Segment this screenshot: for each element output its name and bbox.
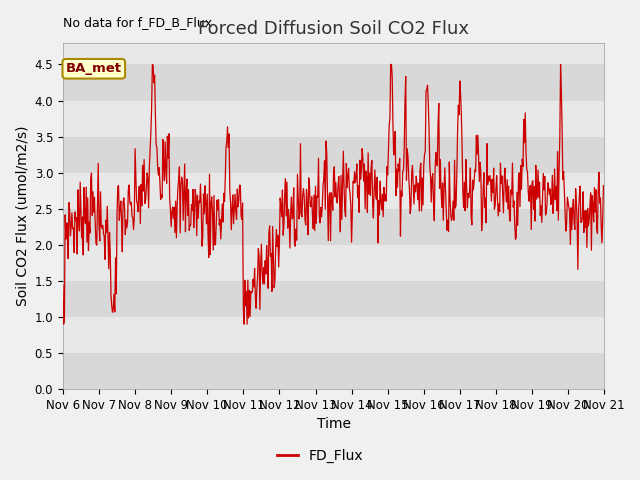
Y-axis label: Soil CO2 Flux (umol/m2/s): Soil CO2 Flux (umol/m2/s) [15, 126, 29, 306]
Bar [63, 100, 604, 137]
Text: No data for f_FD_B_Flux: No data for f_FD_B_Flux [63, 16, 212, 29]
Title: Forced Diffusion Soil CO2 Flux: Forced Diffusion Soil CO2 Flux [198, 21, 469, 38]
X-axis label: Time: Time [317, 418, 351, 432]
Bar [63, 353, 604, 389]
Legend: FD_Flux: FD_Flux [271, 443, 369, 468]
Bar [63, 64, 604, 100]
Bar [63, 281, 604, 317]
Bar [63, 173, 604, 209]
Text: BA_met: BA_met [66, 62, 122, 75]
Bar [63, 209, 604, 245]
Bar [63, 245, 604, 281]
Bar [63, 137, 604, 173]
Bar [63, 317, 604, 353]
